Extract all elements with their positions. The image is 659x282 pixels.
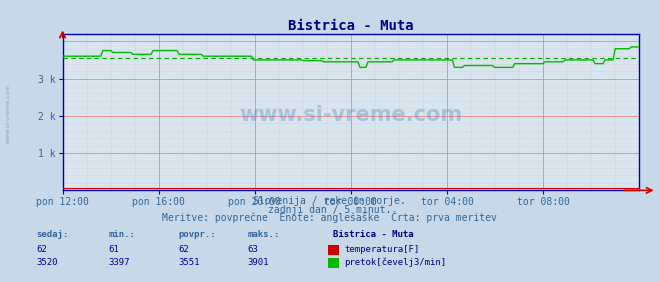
Text: 3551: 3551 [178, 257, 200, 266]
Text: zadnji dan / 5 minut.: zadnji dan / 5 minut. [268, 205, 391, 215]
Text: pretok[čevelj3/min]: pretok[čevelj3/min] [344, 257, 446, 266]
Text: sedaj:: sedaj: [36, 230, 69, 239]
Text: Slovenija / reke in morje.: Slovenija / reke in morje. [253, 197, 406, 206]
Text: 3520: 3520 [36, 257, 58, 266]
Text: Bistrica - Muta: Bistrica - Muta [333, 230, 413, 239]
Text: Meritve: povprečne  Enote: anglešaške  Črta: prva meritev: Meritve: povprečne Enote: anglešaške Črt… [162, 212, 497, 223]
Text: temperatura[F]: temperatura[F] [344, 244, 419, 254]
Text: 3397: 3397 [109, 257, 130, 266]
Text: 61: 61 [109, 244, 119, 254]
Text: www.si-vreme.com: www.si-vreme.com [5, 83, 11, 142]
Text: 63: 63 [247, 244, 258, 254]
Text: min.:: min.: [109, 230, 136, 239]
Text: povpr.:: povpr.: [178, 230, 215, 239]
Text: maks.:: maks.: [247, 230, 279, 239]
Text: 3901: 3901 [247, 257, 269, 266]
Text: 62: 62 [178, 244, 188, 254]
Text: 62: 62 [36, 244, 47, 254]
Text: www.si-vreme.com: www.si-vreme.com [239, 105, 463, 125]
Title: Bistrica - Muta: Bistrica - Muta [288, 19, 414, 33]
